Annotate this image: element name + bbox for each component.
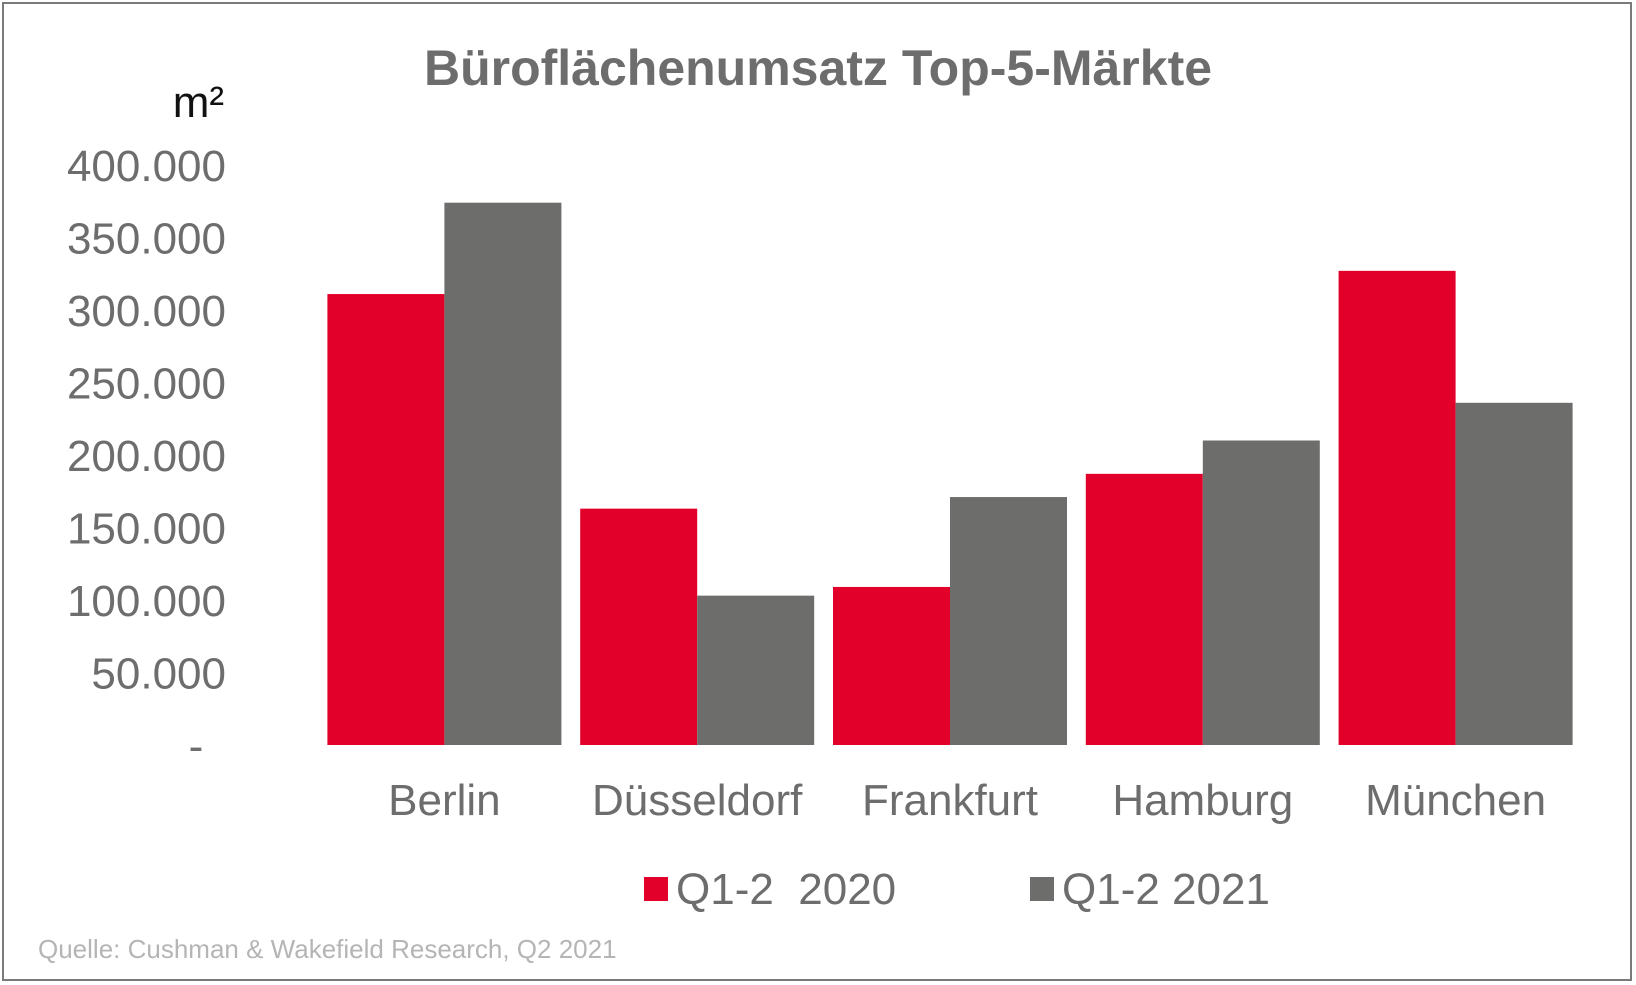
bar-frankfurt-series-1 (833, 586, 950, 745)
bar-frankfurt-series-2 (950, 497, 1067, 745)
bars-group (327, 202, 1573, 745)
bar-m-nchen-series-2 (1455, 402, 1573, 745)
legend: Q1-2 2020 Q1-2 2021 (644, 865, 1270, 914)
bar-hamburg-series-2 (1202, 440, 1320, 745)
x-tick-label: München (1365, 776, 1546, 825)
y-tick-label: 250.000 (67, 360, 226, 409)
chart-title: Büroflächenumsatz Top-5-Märkte (424, 40, 1212, 96)
legend-swatch (644, 877, 668, 901)
x-axis-ticks: Berlin Düsseldorf Frankfurt Hamburg München (388, 776, 1546, 825)
y-tick-label: 50.000 (91, 650, 226, 699)
bar-m-nchen-series-1 (1338, 270, 1456, 745)
bar-berlin-series-2 (444, 202, 562, 745)
bar-berlin-series-1 (327, 294, 445, 745)
y-tick-label: 150.000 (67, 505, 226, 554)
y-tick-label: 100.000 (67, 577, 226, 626)
y-tick-label: 400.000 (67, 142, 226, 191)
x-tick-label: Berlin (388, 776, 501, 825)
y-tick-label: 350.000 (67, 215, 226, 264)
legend-label: Q1-2 2020 (676, 865, 896, 914)
x-tick-label: Frankfurt (862, 776, 1038, 825)
y-axis-unit-label: m² (173, 78, 224, 127)
y-tick-label: 300.000 (67, 287, 226, 336)
legend-swatch (1030, 877, 1054, 901)
y-axis-ticks: - 50.000 100.000 150.000 200.000 250.000 300.0… (67, 142, 226, 771)
y-tick-label: - (189, 722, 204, 771)
source-note: Quelle: Cushman & Wakefield Research, Q2… (38, 934, 617, 964)
bar-d-sseldorf-series-1 (580, 508, 698, 745)
bar-hamburg-series-1 (1085, 473, 1203, 745)
legend-label: Q1-2 2021 (1062, 865, 1270, 914)
x-tick-label: Düsseldorf (592, 776, 803, 825)
x-tick-label: Hamburg (1112, 776, 1293, 825)
bar-d-sseldorf-series-2 (697, 595, 815, 745)
y-tick-label: 200.000 (67, 432, 226, 481)
